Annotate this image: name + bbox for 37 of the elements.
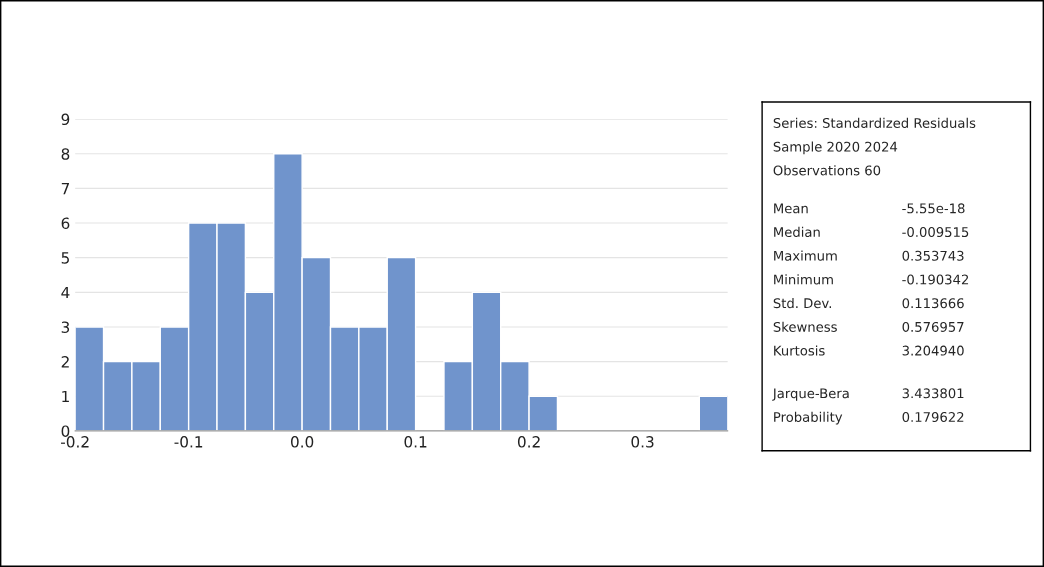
x-tick-label: 0.1 <box>404 436 427 448</box>
text: -0.009515 <box>902 227 969 238</box>
text: Kurtosis <box>774 345 825 356</box>
x-tick-label: 0.2 <box>517 436 540 448</box>
y-tick-label: 8 <box>61 148 70 160</box>
y-tick-label: 4 <box>61 286 70 299</box>
text: 0.113666 <box>902 298 964 309</box>
text: Sample 2020 2024 <box>773 141 898 155</box>
text: 3.204940 <box>902 345 964 356</box>
text: Mean <box>774 203 808 214</box>
text: 0.179622 <box>902 412 964 422</box>
text: Probability <box>774 411 843 425</box>
text: 0.353743 <box>902 250 964 261</box>
text: Minimum <box>774 274 833 285</box>
text: 0.576957 <box>902 321 964 332</box>
y-tick-label: 7 <box>61 183 69 195</box>
text: Std. Dev. <box>773 297 831 309</box>
text: Series: Standardized Residuals <box>773 117 976 128</box>
text: Maximum <box>774 250 837 261</box>
y-tick-label: 6 <box>61 217 70 230</box>
text: -0.190342 <box>902 274 969 285</box>
y-tick-label: 0 <box>61 425 70 437</box>
y-tick-label: 5 <box>61 252 69 264</box>
text: -5.55e-18 <box>902 203 965 214</box>
y-tick-label: 3 <box>61 321 70 333</box>
text: Observations 60 <box>773 165 881 176</box>
x-tick-label: -0.1 <box>174 436 203 448</box>
text: Median <box>774 226 820 238</box>
text: Jarque-Bera <box>772 388 849 401</box>
x-tick-label: -0.2 <box>61 436 89 448</box>
x-tick-label: 0.0 <box>290 436 314 448</box>
y-tick-label: 9 <box>61 113 70 126</box>
text: Skewness <box>773 321 837 332</box>
text: 3.433801 <box>902 388 964 399</box>
y-tick-label: 1 <box>62 390 69 403</box>
x-tick-label: 0.3 <box>631 436 654 448</box>
y-tick-label: 2 <box>61 356 69 368</box>
